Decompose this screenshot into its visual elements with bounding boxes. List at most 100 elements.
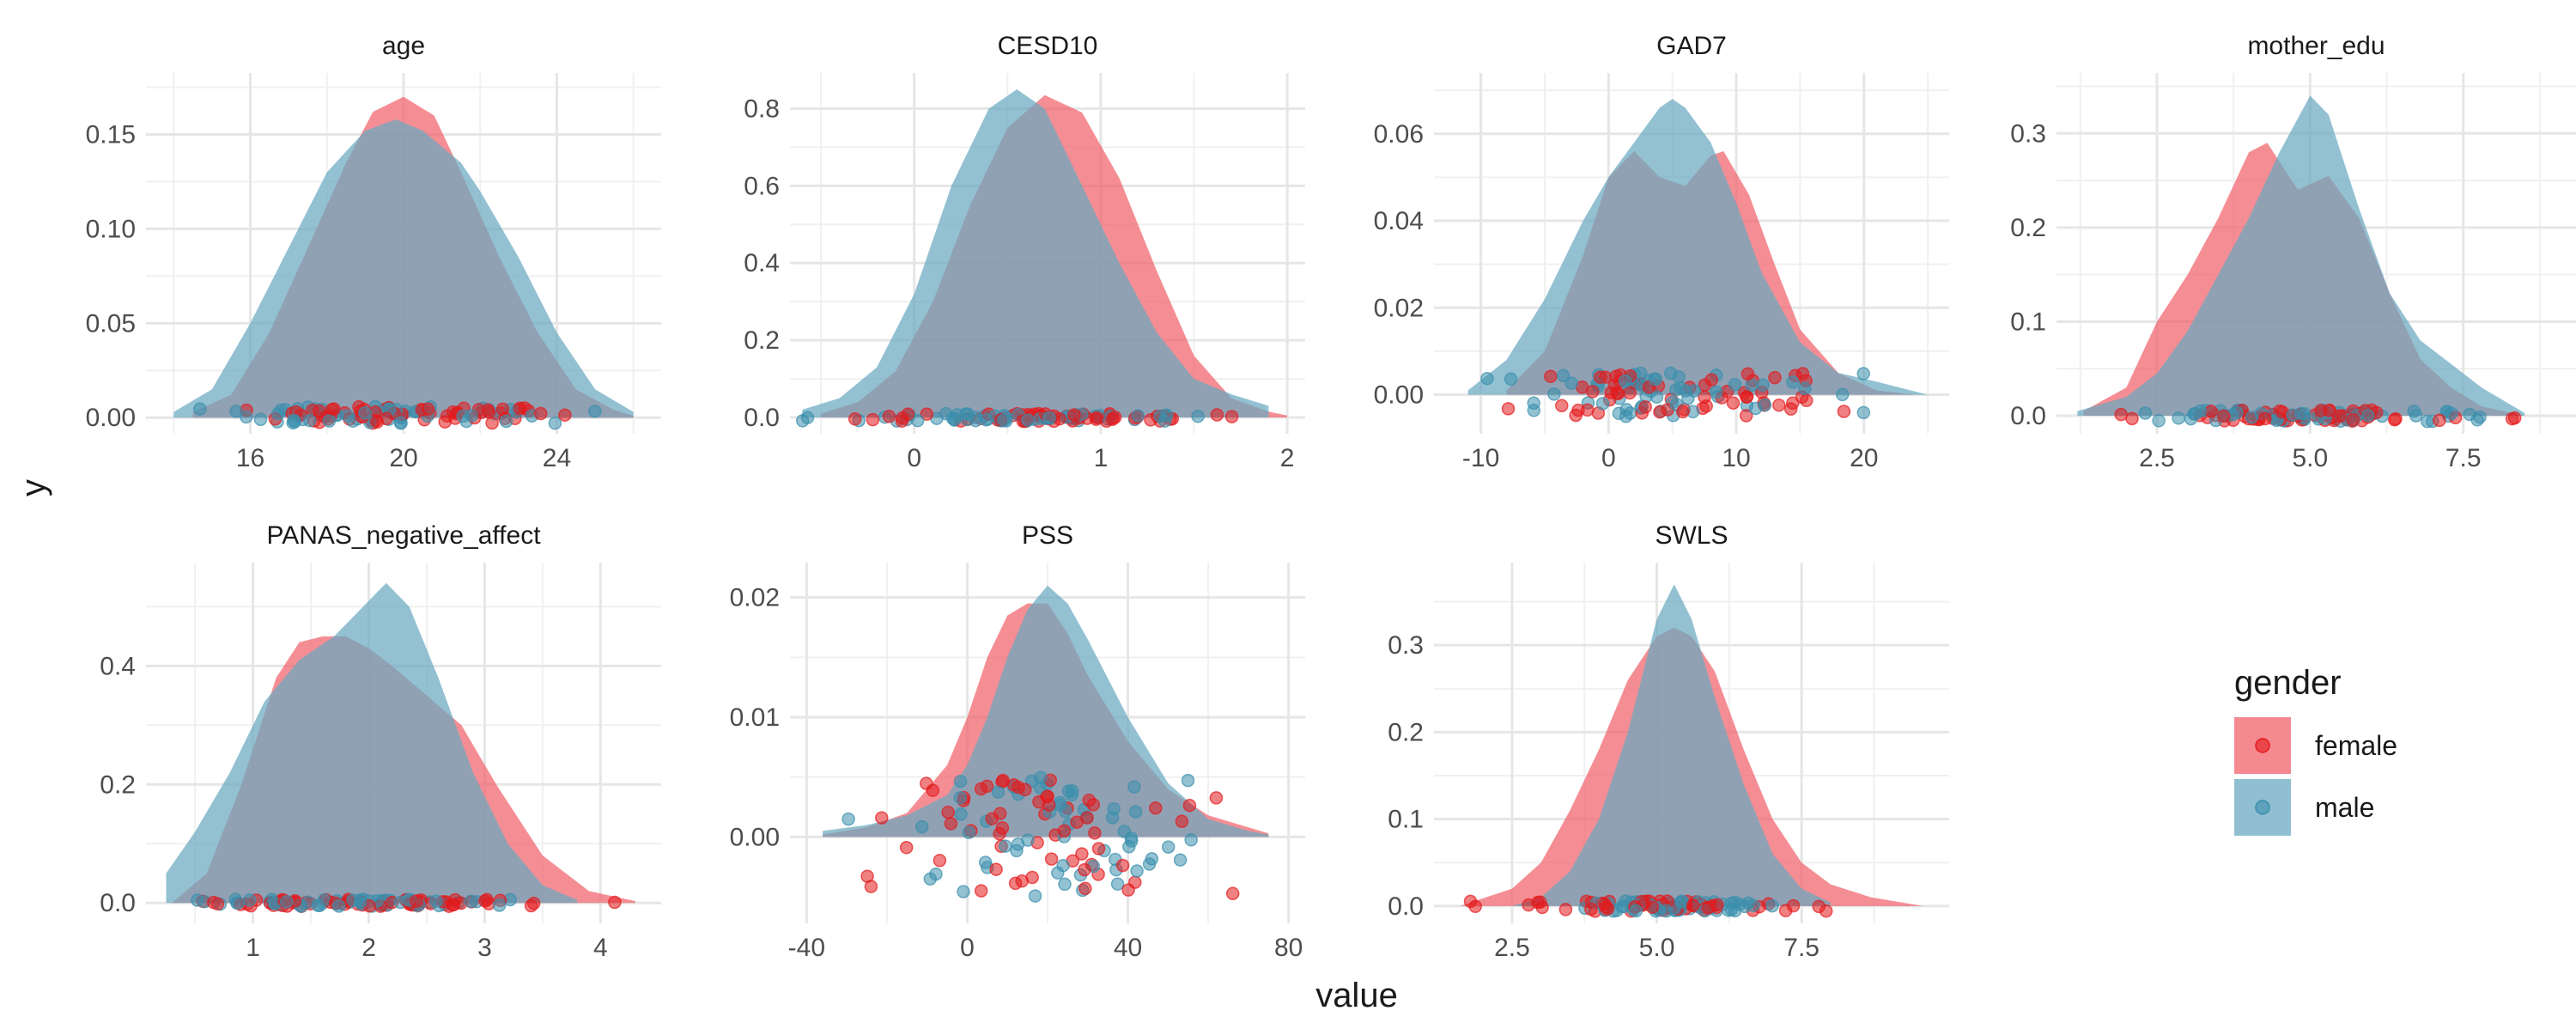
point-female <box>1067 408 1081 422</box>
x-tick-label: 3 <box>477 934 492 962</box>
y-tick-label: 0.1 <box>2010 307 2046 336</box>
x-tick-label: 5.0 <box>1639 934 1675 962</box>
y-tick-label: 0.2 <box>1388 718 1424 746</box>
point-male <box>1124 831 1139 845</box>
point-male <box>997 413 1012 427</box>
density-areas <box>802 89 1288 417</box>
facet-title: age <box>382 32 425 60</box>
point-female <box>1128 875 1142 889</box>
jitter-points <box>1480 366 1871 423</box>
point-female <box>1149 801 1163 815</box>
point-female <box>1699 399 1713 413</box>
point-male <box>923 872 938 886</box>
point-male <box>341 409 355 423</box>
y-tick-label: 0.00 <box>1374 381 1424 410</box>
facet-title: CESD10 <box>998 32 1098 60</box>
point-male <box>1728 377 1742 392</box>
point-female <box>2258 411 2272 426</box>
point-male <box>2152 414 2166 428</box>
density-area-male <box>166 582 578 904</box>
point-male <box>1130 864 1144 878</box>
y-tick-label: 0.0 <box>2010 402 2046 430</box>
point-female <box>2433 413 2446 428</box>
point-female <box>1800 393 1814 408</box>
point-female <box>1586 385 1600 399</box>
point-male <box>795 414 810 428</box>
point-male <box>1127 780 1141 794</box>
tick-labels: 2.5 5.0 7.5 0.0 0.1 0.2 0.3 <box>2010 119 2481 472</box>
point-male <box>353 895 368 910</box>
y-tick-label: 0.05 <box>86 309 136 338</box>
y-tick-label: 0.02 <box>730 584 780 612</box>
y-tick-label: 0.01 <box>730 703 780 732</box>
point-female <box>1739 409 1753 423</box>
point-male <box>429 894 443 908</box>
point-female <box>1088 826 1102 840</box>
point-female <box>1108 411 1122 424</box>
point-male <box>1856 367 1870 381</box>
density-area-male <box>1467 99 1929 395</box>
point-female <box>920 776 933 790</box>
y-tick-label: 0.1 <box>1388 806 1424 834</box>
facet-title: PSS <box>1022 521 1073 550</box>
point-female <box>1078 881 1092 896</box>
point-female <box>848 412 862 426</box>
point-male <box>1128 805 1143 819</box>
x-tick-label: 1 <box>1094 444 1109 472</box>
point-male <box>302 413 317 428</box>
y-tick-label: 0.6 <box>744 172 780 200</box>
y-tick-label: 0.10 <box>86 215 136 243</box>
point-female <box>974 884 988 898</box>
point-male <box>1157 414 1172 428</box>
x-tick-label: -40 <box>788 934 825 962</box>
point-male <box>1056 858 1070 873</box>
point-male <box>393 416 408 430</box>
point-female <box>989 862 1003 876</box>
point-female <box>1115 858 1130 873</box>
point-female <box>941 805 955 819</box>
point-male <box>1058 877 1072 892</box>
point-male <box>193 402 207 416</box>
y-tick-label: 0.2 <box>744 326 780 355</box>
point-female <box>933 854 947 868</box>
point-female <box>1569 408 1583 423</box>
point-female <box>866 412 880 427</box>
jitter-points <box>795 406 1239 429</box>
density-areas <box>823 585 1269 837</box>
point-female <box>1175 814 1189 829</box>
facet-title: PANAS_negative_affect <box>266 521 541 550</box>
x-tick-label: 1 <box>246 934 260 962</box>
point-male <box>1724 896 1739 910</box>
y-tick-label: 0.15 <box>86 121 136 149</box>
point-male <box>1681 392 1695 405</box>
point-male <box>1161 840 1176 854</box>
point-male <box>1021 833 1035 847</box>
jitter-points <box>2114 403 2522 429</box>
point-female <box>2346 413 2360 427</box>
point-male <box>2463 407 2476 422</box>
legend-entries: female male <box>2234 717 2397 836</box>
point-male <box>1034 770 1048 784</box>
point-male <box>499 414 513 429</box>
x-tick-label: 24 <box>543 444 571 472</box>
point-female <box>1555 399 1569 413</box>
point-female <box>1057 824 1072 838</box>
point-male <box>1745 378 1759 393</box>
facet-title: SWLS <box>1655 521 1728 550</box>
point-male <box>999 839 1012 853</box>
point-male <box>1741 896 1755 910</box>
y-tick-label: 0.0 <box>100 889 136 917</box>
point-male <box>1786 375 1800 389</box>
facet-age: age 16 20 24 0.00 0.05 0.10 0.15 <box>86 32 661 472</box>
point-female <box>210 897 225 911</box>
point-male <box>2172 411 2185 425</box>
point-male <box>1184 833 1198 847</box>
point-female <box>327 402 341 416</box>
point-female <box>1701 901 1716 915</box>
y-tick-label: 0.0 <box>744 404 780 432</box>
legend-title: gender <box>2234 664 2342 702</box>
point-female <box>1593 370 1607 384</box>
point-female <box>996 773 1010 788</box>
x-tick-label: 0 <box>907 444 921 472</box>
